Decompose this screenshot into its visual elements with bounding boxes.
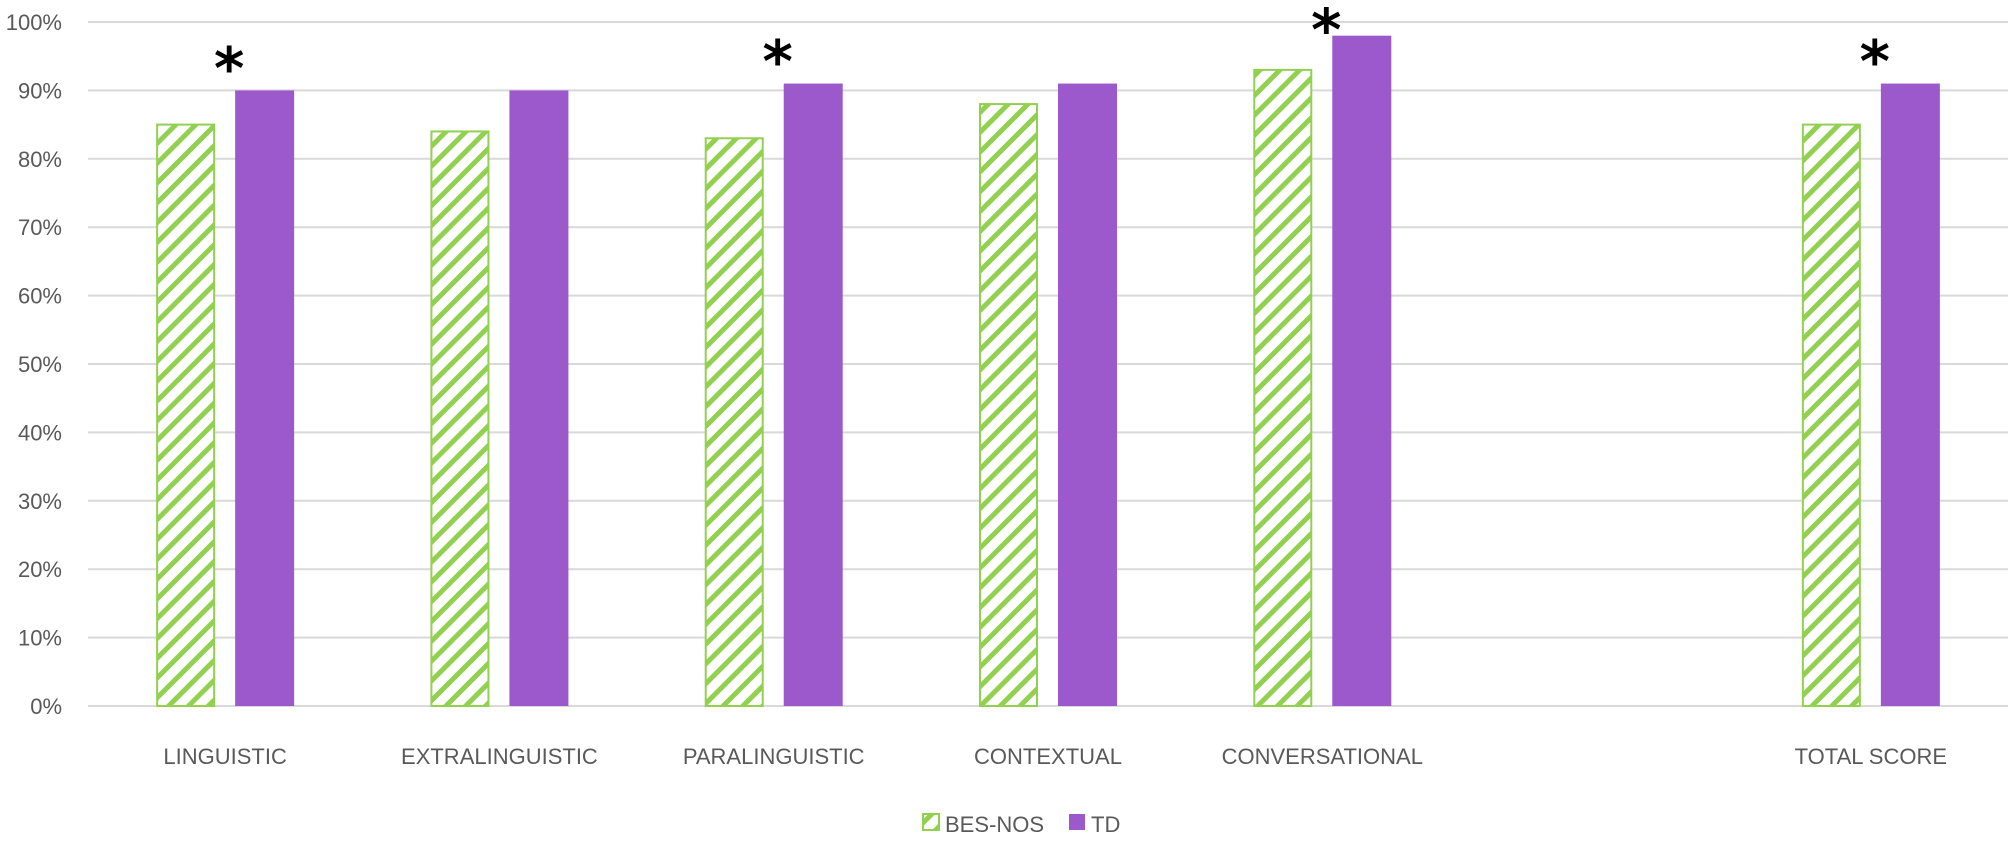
y-tick-label: 40% <box>18 420 62 445</box>
x-tick-label: TOTAL SCORE <box>1795 744 1947 769</box>
y-tick-label: 50% <box>18 352 62 377</box>
bar-bes-nos <box>1801 123 1861 708</box>
bar-bes-nos <box>979 103 1038 707</box>
legend-label: TD <box>1091 812 1120 837</box>
y-tick-label: 0% <box>30 694 62 719</box>
y-tick-label: 100% <box>6 10 62 35</box>
y-tick-label: 20% <box>18 557 62 582</box>
bar-td <box>1058 83 1117 706</box>
x-tick-label: CONTEXTUAL <box>974 744 1122 769</box>
y-tick-label: 10% <box>18 626 62 651</box>
significance-marker: * <box>1860 28 1890 96</box>
bar-bes-nos <box>704 137 764 707</box>
y-tick-label: 60% <box>18 284 62 309</box>
significance-markers: * * * * <box>214 0 1890 102</box>
x-tick-label: LINGUISTIC <box>163 744 287 769</box>
bar-td <box>783 83 843 706</box>
y-tick-label: 90% <box>18 78 62 103</box>
bar-td <box>1332 35 1392 707</box>
legend: BES-NOS TD <box>922 812 1120 837</box>
legend-label: BES-NOS <box>945 812 1044 837</box>
legend-swatch-td <box>1069 814 1085 830</box>
bar-td <box>509 90 569 706</box>
bar-td <box>235 90 295 706</box>
y-tick-label: 30% <box>18 489 62 514</box>
bar-bes-nos <box>430 130 490 707</box>
y-axis-ticks: 0% 10% 20% 30% 40% 50% 60% 70% 80% 90% 100% <box>6 10 62 719</box>
x-axis-ticks: LINGUISTIC EXTRALINGUISTIC PARALINGUISTIC C… <box>163 744 1947 769</box>
y-tick-label: 80% <box>18 147 62 172</box>
gridlines <box>88 21 2008 707</box>
y-tick-label: 70% <box>18 215 62 240</box>
legend-swatch-bes-nos <box>922 813 940 831</box>
bar-bes-nos <box>156 123 216 708</box>
x-tick-label: CONVERSATIONAL <box>1222 744 1423 769</box>
bar-bes-nos <box>1253 68 1313 707</box>
x-tick-label: PARALINGUISTIC <box>683 744 865 769</box>
bars <box>156 35 1940 708</box>
significance-marker: * <box>763 28 793 96</box>
bar-td <box>1880 83 1940 706</box>
significance-marker: * <box>214 34 244 102</box>
x-tick-label: EXTRALINGUISTIC <box>401 744 598 769</box>
significance-marker: * <box>1311 0 1341 64</box>
